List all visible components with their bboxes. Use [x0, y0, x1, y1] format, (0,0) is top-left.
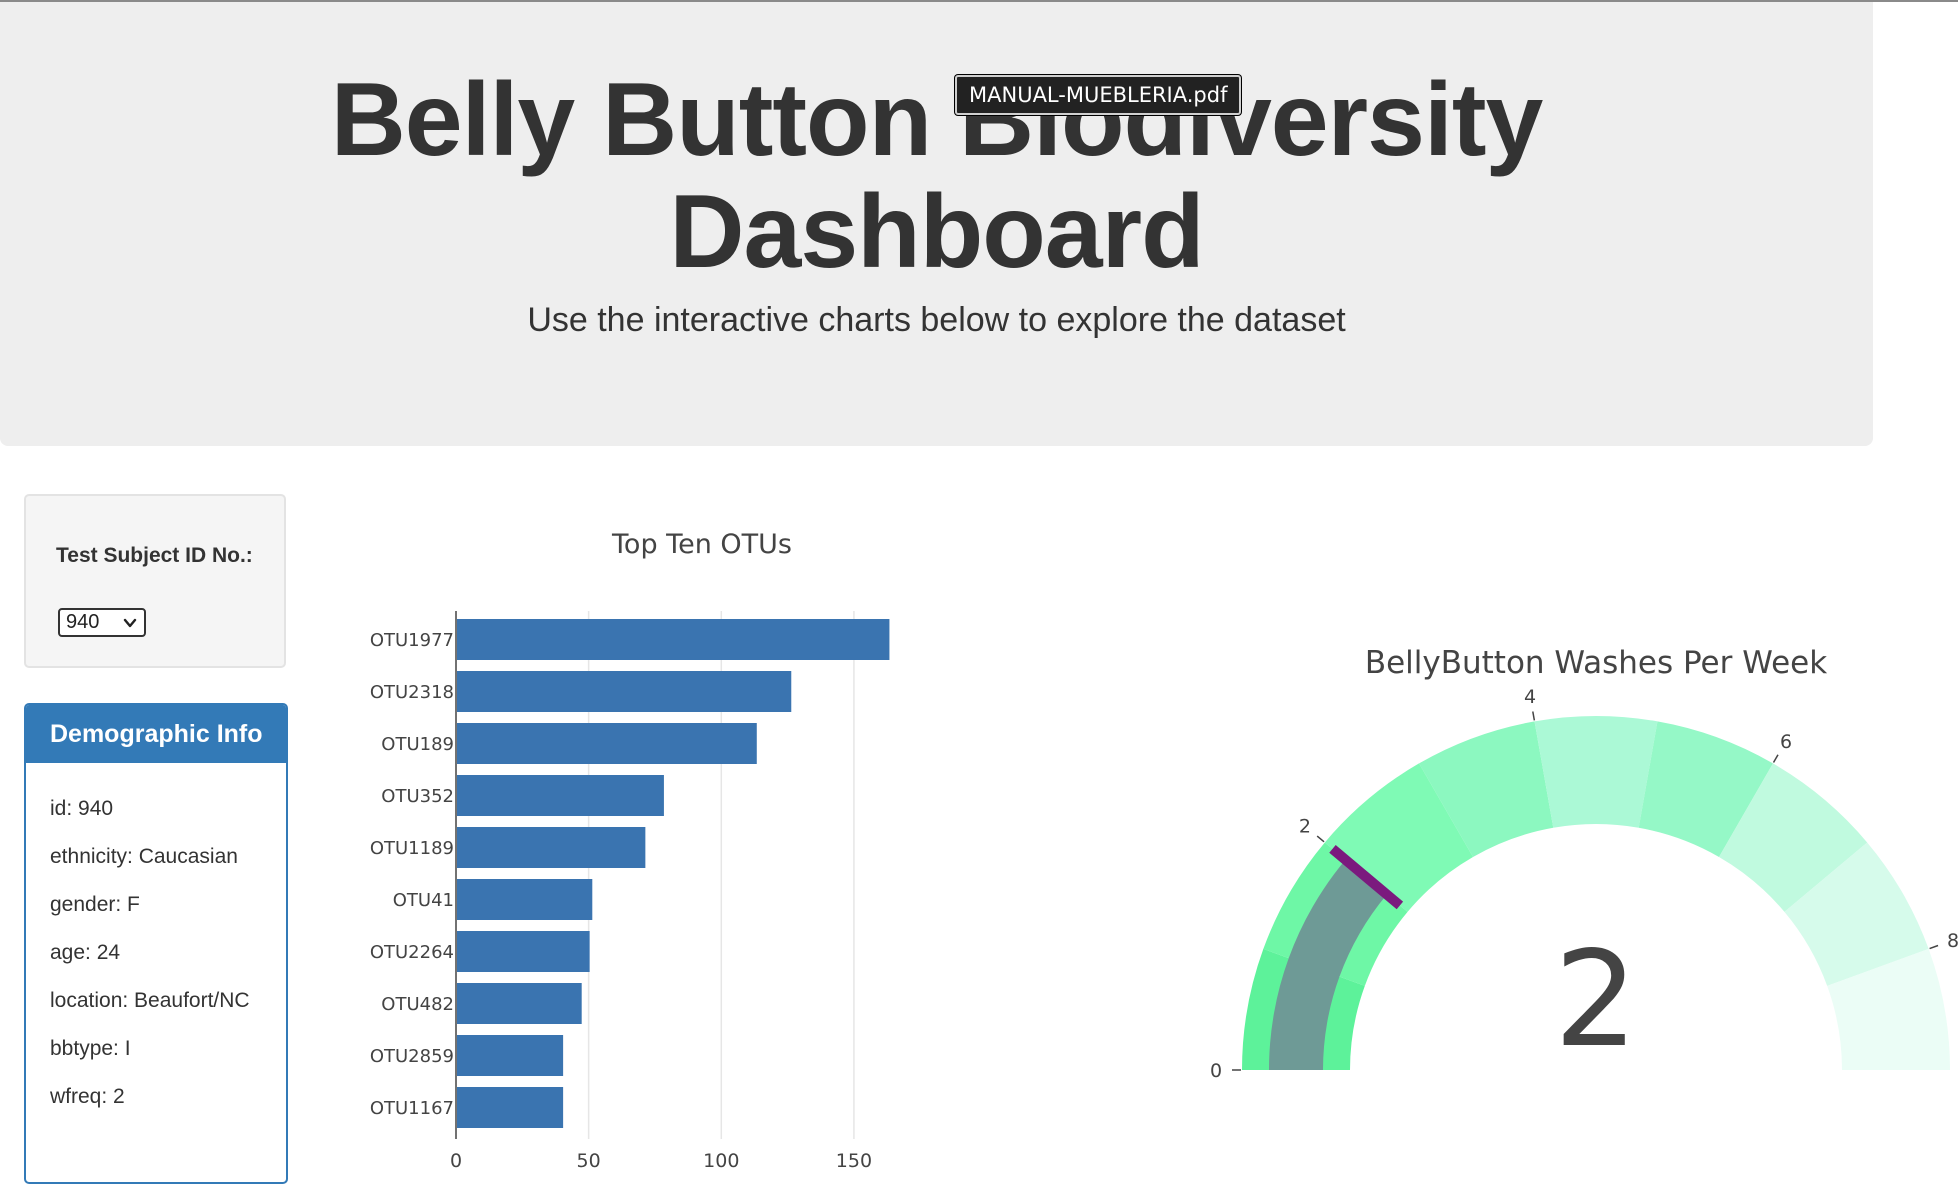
- gauge-value-bar: [1269, 859, 1387, 1070]
- subject-id-select[interactable]: 940: [58, 608, 146, 637]
- gauge-threshold-marker: [1329, 845, 1404, 910]
- page-subtitle: Use the interactive charts below to expl…: [527, 301, 1346, 339]
- gauge-tick-label: 4: [1524, 686, 1536, 708]
- demographic-info-heading: Demographic Info: [26, 705, 286, 763]
- top-border: [0, 0, 1958, 2]
- demographic-item: id: 940: [50, 797, 114, 820]
- bar-otu1977: [457, 619, 890, 660]
- chevron-down-icon: [123, 618, 137, 628]
- y-tick-label: OTU1977: [370, 630, 454, 651]
- gauge-title: BellyButton Washes Per Week: [1365, 645, 1827, 681]
- y-tick-label: OTU352: [381, 786, 454, 807]
- gauge-step-6: [1719, 763, 1868, 912]
- page-title-line2: Dashboard: [669, 174, 1204, 290]
- demographic-info-list: id: 940 ethnicity: Caucasian gender: F age:…: [50, 793, 270, 1129]
- x-tick-label: 50: [577, 1150, 601, 1172]
- washes-gauge-chart[interactable]: BellyButton Washes Per Week 0 2 4 6 8 2: [1180, 625, 1958, 1100]
- bar-otu2264: [457, 931, 590, 972]
- demographic-item: gender: F: [50, 893, 140, 916]
- file-tooltip: MANUAL-MUEBLERIA.pdf: [955, 75, 1242, 115]
- x-tick-label: 150: [836, 1150, 872, 1172]
- bar-otu352: [457, 775, 664, 816]
- bar-otu2859: [457, 1035, 564, 1076]
- gauge-tick: [1532, 711, 1536, 721]
- demographic-item: ethnicity: Caucasian: [50, 845, 238, 868]
- demographic-item: age: 24: [50, 941, 121, 964]
- gauge-step-4: [1534, 716, 1658, 828]
- bar-chart-title: Top Ten OTUs: [611, 529, 792, 560]
- gauge-tick: [1772, 754, 1779, 763]
- gauge-tick: [1316, 835, 1325, 843]
- page-title: Belly Button Biodiversity Dashboard: [0, 64, 1873, 288]
- bar-otu1189: [457, 827, 646, 868]
- gauge-tick-label: 6: [1780, 731, 1792, 753]
- gauge-tick-label: 0: [1210, 1060, 1222, 1082]
- gauge-step-8: [1827, 948, 1950, 1070]
- gauge-value-label: 2: [1554, 923, 1638, 1077]
- y-tick-label: OTU189: [381, 734, 454, 755]
- demographic-item: wfreq: 2: [50, 1085, 125, 1108]
- y-tick-label: OTU2318: [370, 682, 454, 703]
- bar-otu1167: [457, 1087, 564, 1128]
- page-title-line1: Belly Button Biodiversity: [330, 62, 1544, 178]
- bar-otu41: [457, 879, 593, 920]
- gauge-step-7: [1784, 842, 1929, 986]
- y-tick-label: OTU1189: [370, 838, 454, 859]
- y-tick-label: OTU41: [393, 890, 454, 911]
- x-tick-label: 100: [703, 1150, 739, 1172]
- subject-selector-panel: Test Subject ID No.: 940: [24, 494, 286, 668]
- demographic-item: bbtype: I: [50, 1037, 131, 1060]
- demographic-info-panel: Demographic Info id: 940 ethnicity: Cauca…: [24, 703, 288, 1184]
- subject-id-value: 940: [66, 611, 100, 633]
- gauge-tick-label: 8: [1947, 930, 1958, 952]
- gauge-step-2: [1324, 763, 1473, 912]
- y-tick-label: OTU2264: [370, 942, 454, 963]
- y-tick-label: OTU482: [381, 994, 454, 1015]
- bar-otu2318: [457, 671, 792, 712]
- gauge-tick: [1929, 944, 1939, 950]
- bar-otu189: [457, 723, 757, 764]
- bar-otu482: [457, 983, 582, 1024]
- gauge-step-3: [1419, 721, 1554, 857]
- y-tick-label: OTU1167: [370, 1098, 454, 1119]
- top-ten-otus-chart[interactable]: Top Ten OTUs 0 50 100 150 OTU1977 OTU2318 OTU18…: [330, 515, 1050, 1175]
- subject-id-label: Test Subject ID No.:: [56, 544, 253, 567]
- header-banner: Belly Button Biodiversity Dashboard Use …: [0, 2, 1873, 446]
- gauge-tick-label: 2: [1299, 816, 1311, 838]
- x-tick-label: 0: [450, 1150, 462, 1172]
- demographic-item: location: Beaufort/NC: [50, 989, 250, 1012]
- gauge-step-5: [1638, 721, 1773, 857]
- y-tick-label: OTU2859: [370, 1046, 454, 1067]
